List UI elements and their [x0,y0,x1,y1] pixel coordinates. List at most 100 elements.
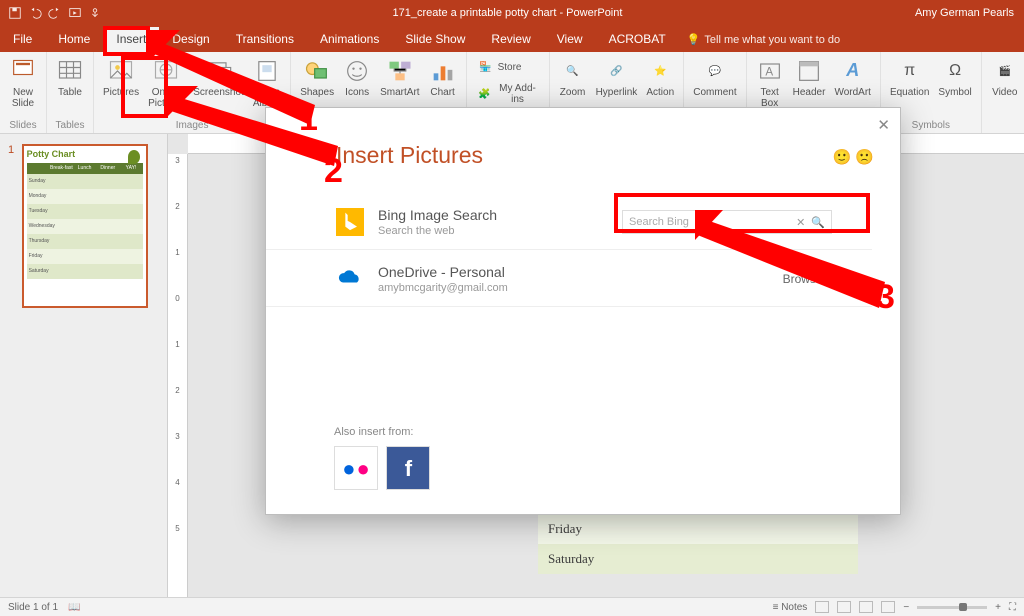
hyperlink-button[interactable]: 🔗Hyperlink [593,55,641,100]
bing-icon [336,208,364,236]
insert-pictures-dialog: ✕ 🙂 🙁 Insert Pictures Bing Image Search … [265,107,901,515]
my-addins-label: My Add-ins [495,83,539,105]
equation-label: Equation [890,87,929,98]
tab-review[interactable]: Review [478,27,543,52]
ribbon-tabs: File Home Insert Design Transitions Anim… [0,25,1024,52]
thumb-table: Break-fastLunchDinnerYAY! Sunday Monday … [27,163,143,279]
smartart-label: SmartArt [380,87,419,98]
user-name[interactable]: Amy German Pearls [905,7,1024,19]
store-button[interactable]: 🏪Store [473,55,543,79]
feedback-icons[interactable]: 🙂 🙁 [832,148,874,166]
annotation-number-1: 1 [299,100,318,139]
chart-label: Chart [430,87,454,98]
reading-view-icon[interactable] [859,601,873,613]
facebook-icon[interactable]: f [386,446,430,490]
slide-counter: Slide 1 of 1 [8,602,58,613]
start-icon[interactable] [68,6,82,20]
bulb-icon: 💡 [687,33,701,46]
slide-content-peek: Friday Saturday [538,514,858,574]
tab-view[interactable]: View [544,27,596,52]
header-label: Header [793,87,826,98]
group-slides-label: Slides [6,119,40,132]
store-label: Store [498,62,522,73]
photo-album-label: Photo Album [253,87,281,109]
smartart-button[interactable]: SmartArt [377,55,422,100]
symbol-button[interactable]: ΩSymbol [935,55,974,100]
redo-icon[interactable] [48,6,62,20]
new-slide-button[interactable]: New Slide [6,55,40,111]
save-icon[interactable] [8,6,22,20]
notes-button[interactable]: ≡ Notes [773,602,808,613]
zoom-label: Zoom [560,87,586,98]
tab-home[interactable]: Home [45,27,103,52]
comment-button[interactable]: 💬Comment [690,55,739,100]
comment-label: Comment [693,87,736,98]
textbox-button[interactable]: AText Box [753,55,787,111]
video-button[interactable]: 🎬Video [988,55,1022,111]
undo-icon[interactable] [28,6,42,20]
tab-design[interactable]: Design [159,27,222,52]
tab-transitions[interactable]: Transitions [223,27,307,52]
equation-button[interactable]: πEquation [887,55,932,100]
spellcheck-icon[interactable]: 📖 [68,602,80,613]
browse-link[interactable]: Browse ▸ [783,272,832,286]
my-addins-button[interactable]: 🧩My Add-ins [473,81,543,107]
action-button[interactable]: ⭐Action [643,55,677,100]
group-images-label: Images [100,119,284,132]
thumb-number: 1 [8,144,14,156]
header-button[interactable]: Header [790,55,829,111]
dialog-title: Insert Pictures [266,108,900,169]
annotation-box-1 [103,26,150,56]
slide-thumbnails-panel: 1 Potty Chart Break-fastLunchDinnerYAY! … [0,134,168,597]
chart-button[interactable]: Chart [426,55,460,100]
group-tables-label: Tables [53,119,87,132]
onedrive-title: OneDrive - Personal [378,264,508,280]
zoom-in-icon[interactable]: + [995,602,1001,613]
tell-me[interactable]: 💡 Tell me what you want to do [687,33,840,52]
sorter-view-icon[interactable] [837,601,851,613]
also-label: Also insert from: [334,426,434,438]
annotation-box-2 [121,56,168,118]
tab-slideshow[interactable]: Slide Show [392,27,478,52]
zoom-button[interactable]: 🔍Zoom [556,55,590,100]
symbol-label: Symbol [938,87,971,98]
flickr-icon[interactable] [334,446,378,490]
table-row: Saturday [538,544,858,574]
action-label: Action [646,87,674,98]
tab-acrobat[interactable]: ACROBAT [596,27,679,52]
tab-file[interactable]: File [0,27,45,52]
table-button[interactable]: Table [53,55,87,100]
vertical-ruler: 321012345 [168,154,188,597]
screenshot-label: Screenshot [193,87,244,98]
fit-icon[interactable]: ⛶ [1009,602,1016,613]
onedrive-row: OneDrive - Personal amybmcgarity@gmail.c… [266,250,872,307]
slide-thumbnail-1[interactable]: Potty Chart Break-fastLunchDinnerYAY! Su… [22,144,148,308]
group-media-label: Media [988,119,1024,132]
zoom-out-icon[interactable]: − [903,602,909,613]
shapes-button[interactable]: Shapes [297,55,337,100]
shapes-label: Shapes [300,87,334,98]
slideshow-view-icon[interactable] [881,601,895,613]
quick-access-toolbar [0,6,110,20]
table-row: Friday [538,514,858,544]
textbox-label: Text Box [760,87,778,109]
screenshot-button[interactable]: Screenshot [190,55,247,111]
photo-album-button[interactable]: Photo Album [250,55,284,111]
tell-me-label: Tell me what you want to do [704,34,840,46]
window-title: 171_create a printable potty chart - Pow… [110,7,905,19]
wordart-button[interactable]: AWordArt [831,55,874,111]
video-label: Video [992,87,1017,98]
normal-view-icon[interactable] [815,601,829,613]
tab-animations[interactable]: Animations [307,27,392,52]
wordart-label: WordArt [834,87,871,98]
hyperlink-label: Hyperlink [596,87,638,98]
bing-subtitle: Search the web [378,225,497,237]
zoom-slider[interactable] [917,606,987,609]
thumb-title: Potty Chart [27,149,143,159]
also-insert-from: Also insert from: f [334,426,434,490]
annotation-box-3 [614,193,870,233]
touch-icon[interactable] [88,6,102,20]
annotation-number-3: 3 [876,278,895,317]
icons-button[interactable]: Icons [340,55,374,100]
close-icon[interactable]: ✕ [877,116,890,134]
